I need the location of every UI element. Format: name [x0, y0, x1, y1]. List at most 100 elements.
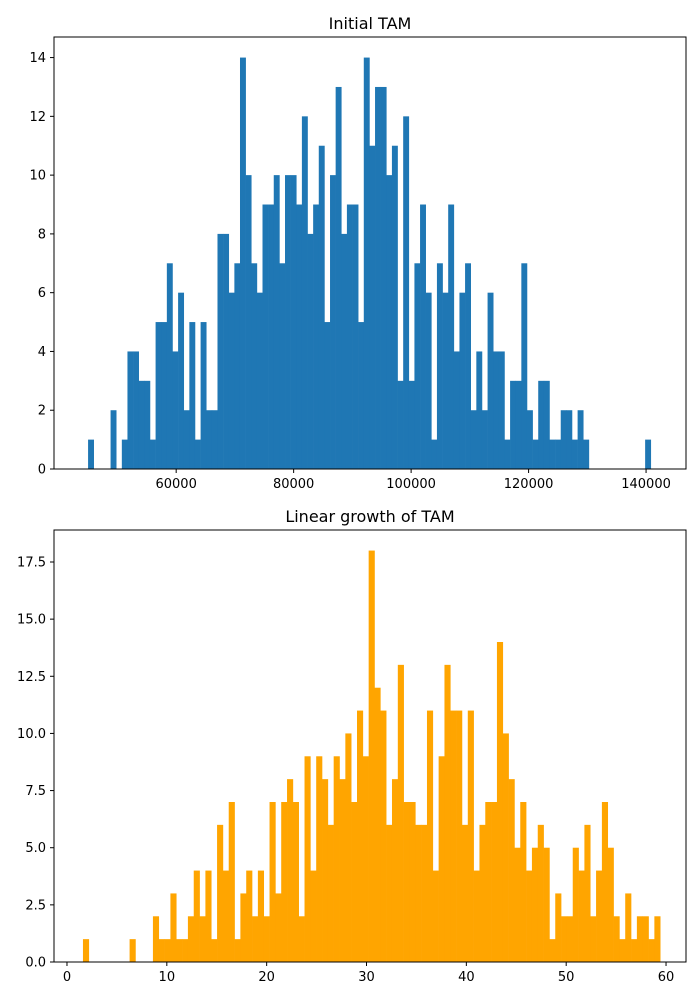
- histogram-bar: [374, 687, 381, 962]
- chart-initial-tam: Initial TAM 60000 80000 100000 120000 140000…: [29, 14, 687, 492]
- histogram-bar: [285, 175, 291, 470]
- histogram-bar: [543, 380, 550, 469]
- chart-linear-growth-tam: Linear growth of TAM 0 10 20 30 40 50 60 0.0 2.…: [17, 507, 687, 985]
- histogram-bar: [281, 802, 288, 962]
- histogram-bar: [572, 847, 579, 962]
- histogram-bar: [607, 847, 614, 962]
- y-tick-label: 10.0: [17, 727, 46, 742]
- x-tick-label: 100000: [386, 477, 436, 492]
- y-tick-label: 12: [29, 110, 46, 125]
- x-tick-label: 80000: [273, 477, 314, 492]
- histogram-bar: [442, 292, 449, 469]
- histogram-bar: [252, 916, 259, 962]
- histogram-bar: [408, 380, 415, 469]
- chart-title: Initial TAM: [329, 14, 412, 33]
- histogram-bar: [448, 204, 455, 470]
- histogram-bar: [549, 439, 556, 469]
- histogram-bar: [211, 410, 218, 469]
- histogram-bar: [211, 939, 218, 962]
- histogram-bar: [161, 322, 168, 469]
- y-axis: 0 2 4 6 8 10 12 14: [29, 51, 54, 478]
- histogram-bar: [217, 824, 224, 962]
- histogram-bar: [307, 233, 314, 469]
- histogram-bar: [316, 756, 323, 962]
- histogram-bar: [426, 710, 434, 962]
- histogram-bar: [420, 204, 426, 470]
- histogram-bar: [566, 410, 573, 469]
- histogram-bar: [459, 292, 466, 469]
- histogram-bar: [502, 733, 509, 962]
- histogram-bar: [391, 779, 399, 962]
- histogram-bar: [465, 263, 471, 469]
- x-tick-label: 20: [258, 970, 275, 985]
- x-tick-label: 0: [63, 970, 71, 985]
- histogram-bar: [110, 410, 117, 469]
- y-tick-label: 0: [38, 463, 46, 478]
- histogram-bar: [228, 802, 235, 962]
- histogram-bar: [508, 779, 515, 962]
- histogram-bar: [613, 916, 620, 962]
- histogram-bar: [543, 847, 550, 962]
- histogram-bar: [228, 292, 235, 469]
- histogram-bar: [170, 893, 177, 962]
- histogram-bar: [279, 263, 286, 469]
- chart-title: Linear growth of TAM: [285, 507, 454, 526]
- histogram-bar: [194, 439, 201, 469]
- histogram-bar: [566, 916, 574, 962]
- histogram-bar: [432, 870, 439, 962]
- histogram-bar: [189, 322, 196, 469]
- histogram-bar: [479, 824, 486, 962]
- histogram-bar: [234, 939, 241, 962]
- histogram-bar: [172, 351, 179, 469]
- histogram-bar: [88, 439, 94, 469]
- histogram-bar: [187, 916, 195, 962]
- histogram-bar: [290, 175, 297, 470]
- histogram-bar: [223, 233, 230, 469]
- x-tick-label: 60: [658, 970, 675, 985]
- histogram-bar: [450, 710, 457, 962]
- histogram-bar: [590, 916, 597, 962]
- histogram-bar: [369, 145, 376, 470]
- histogram-bar: [269, 802, 276, 962]
- histogram-bar: [421, 824, 428, 962]
- histogram-bar: [158, 939, 165, 962]
- histogram-bar: [206, 410, 213, 469]
- histogram-bar: [176, 939, 183, 962]
- histogram-bar: [461, 824, 469, 962]
- histogram-bar: [531, 847, 539, 962]
- histogram-bar: [491, 802, 498, 962]
- histogram-bar: [357, 710, 364, 962]
- y-axis: 0.0 2.5 5.0 7.5 10.0 12.5 15.0 17.5: [17, 556, 54, 971]
- histogram-bar: [358, 322, 365, 469]
- histogram-bar: [273, 175, 280, 470]
- histogram-bar: [144, 380, 151, 469]
- x-tick-label: 10: [159, 970, 176, 985]
- histogram-bar: [164, 939, 171, 962]
- histogram-bar: [330, 175, 336, 470]
- x-axis: 60000 80000 100000 120000 140000: [155, 469, 671, 492]
- histogram-bar: [520, 802, 527, 962]
- histogram-bar: [415, 824, 422, 962]
- histogram-bar: [82, 939, 90, 962]
- histogram-bar: [193, 870, 200, 962]
- histogram-bar: [453, 351, 460, 469]
- histogram-bar: [375, 86, 381, 470]
- histogram-bar: [487, 292, 494, 469]
- y-tick-label: 8: [38, 227, 46, 242]
- histogram-bar: [397, 380, 404, 469]
- histogram-bar: [239, 57, 246, 469]
- histogram-bar: [257, 870, 265, 962]
- histogram-bar: [526, 410, 533, 469]
- histogram-bar: [403, 116, 410, 470]
- histogram-bar: [205, 870, 212, 962]
- histogram-bar: [138, 380, 145, 469]
- histogram-bar: [414, 263, 421, 469]
- histogram-bar: [403, 802, 410, 962]
- histogram-bar: [481, 410, 488, 469]
- y-tick-label: 12.5: [17, 670, 46, 685]
- histogram-bar: [245, 175, 252, 470]
- y-tick-label: 14: [29, 51, 46, 66]
- x-tick-label: 40: [458, 970, 475, 985]
- histogram-bar: [538, 380, 545, 469]
